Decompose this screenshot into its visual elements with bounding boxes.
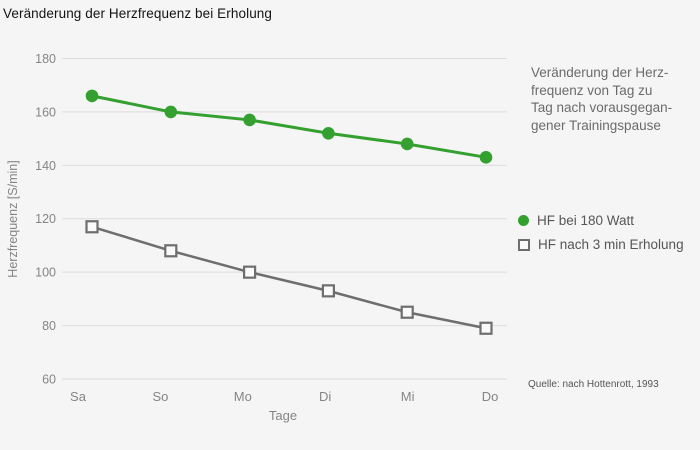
data-point-circle <box>243 113 256 127</box>
data-point-circle <box>322 126 335 140</box>
right-panel: Veränderung der Herz- frequenz von Tag z… <box>518 0 700 450</box>
y-tick-label: 160 <box>35 105 56 119</box>
legend-marker-circle-icon <box>518 215 529 226</box>
x-tick-label: Do <box>482 389 499 404</box>
data-point-square <box>85 220 99 234</box>
data-point-circle <box>400 137 414 151</box>
y-tick-label: 100 <box>35 266 56 280</box>
x-tick-label: Sa <box>70 389 87 404</box>
x-tick-label: Mo <box>234 389 252 404</box>
data-point-square <box>400 305 414 319</box>
x-tick-label: Mi <box>401 389 415 404</box>
y-tick-label: 120 <box>35 212 56 226</box>
x-tick-label: Di <box>319 389 331 404</box>
data-point-square <box>321 284 335 298</box>
data-point-square <box>164 244 178 258</box>
legend-label: HF nach 3 min Erholung <box>538 237 684 252</box>
legend-label: HF bei 180 Watt <box>537 213 635 228</box>
legend-item-hf-erholung: HF nach 3 min Erholung <box>518 237 684 252</box>
series-line <box>91 94 487 159</box>
source-note: Quelle: nach Hottenrott, 1993 <box>528 379 659 390</box>
legend-item-hf-180-watt: HF bei 180 Watt <box>518 213 684 228</box>
data-point-circle <box>479 151 493 164</box>
y-axis-title: Herzfrequenz [S/min] <box>6 160 20 277</box>
legend: HF bei 180 Watt HF nach 3 min Erholung <box>518 213 684 252</box>
data-point-square <box>479 321 493 335</box>
annotation-text: Veränderung der Herz- frequenz von Tag z… <box>531 65 673 133</box>
y-tick-label: 60 <box>42 372 56 386</box>
y-tick-label: 180 <box>35 52 56 66</box>
data-point-circle <box>164 105 178 119</box>
x-tick-label: So <box>152 389 168 404</box>
y-tick-label: 140 <box>35 159 56 173</box>
y-tick-label: 80 <box>42 319 56 333</box>
chart-title: Veränderung der Herzfrequenz bei Erholun… <box>3 6 273 21</box>
series-line <box>91 225 487 330</box>
data-point-circle <box>85 89 99 103</box>
legend-marker-square-icon <box>518 238 530 251</box>
data-point-square <box>243 265 257 279</box>
x-axis-title: Tage <box>269 408 297 423</box>
